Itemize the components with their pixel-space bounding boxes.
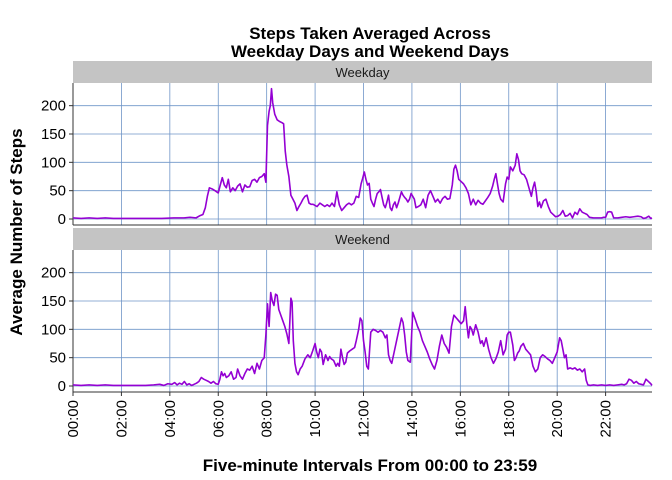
y-axis-title: Average Number of Steps (7, 128, 26, 335)
facet-strip-label: Weekday (336, 65, 390, 80)
x-tick-label: 14:00 (404, 400, 421, 438)
x-tick-label: 22:00 (598, 400, 615, 438)
x-tick-label: 16:00 (452, 400, 469, 438)
y-tick-label: 50 (49, 350, 66, 367)
panel-background (73, 83, 652, 225)
facet-strip (73, 228, 652, 250)
facet-strip-label: Weekend (335, 232, 390, 247)
x-axis: 00:00 02:00 04:00 06:00 08:00 10:00 12:00 14:00… (65, 392, 615, 438)
y-tick-label: 150 (41, 126, 66, 143)
series-line-weekday (72, 87, 653, 220)
x-tick-label: 02:00 (113, 400, 130, 438)
chart-title-line-2: Weekday Days and Weekend Days (231, 42, 509, 61)
x-tick-label: 08:00 (259, 400, 276, 438)
x-axis-title: Five-minute Intervals From 00:00 to 23:5… (203, 456, 537, 475)
x-tick-label: 06:00 (210, 400, 227, 438)
x-tick-label: 00:00 (65, 400, 82, 438)
x-tick-label: 10:00 (307, 400, 324, 438)
y-tick-label: 0 (58, 378, 66, 395)
facet-panels: Weekday 0 50 100 150 200 Weekend 0 50 100 150 200 (41, 61, 653, 395)
y-tick-label: 200 (41, 265, 66, 282)
facet-panel-weekday: Weekday 0 50 100 150 200 (41, 61, 653, 228)
x-tick-label: 18:00 (501, 400, 518, 438)
x-tick-label: 20:00 (549, 400, 566, 438)
chart-title-line-1: Steps Taken Averaged Across (249, 24, 491, 43)
y-tick-label: 0 (58, 211, 66, 228)
x-tick-label: 04:00 (162, 400, 179, 438)
y-tick-label: 200 (41, 98, 66, 115)
facet-panel-weekend: Weekend 0 50 100 150 200 (41, 228, 653, 395)
y-tick-label: 100 (41, 154, 66, 171)
series-line-weekend (72, 291, 653, 387)
x-tick-label: 12:00 (356, 400, 373, 438)
y-tick-label: 150 (41, 293, 66, 310)
y-tick-label: 100 (41, 321, 66, 338)
y-tick-label: 50 (49, 183, 66, 200)
facet-strip (73, 61, 652, 83)
